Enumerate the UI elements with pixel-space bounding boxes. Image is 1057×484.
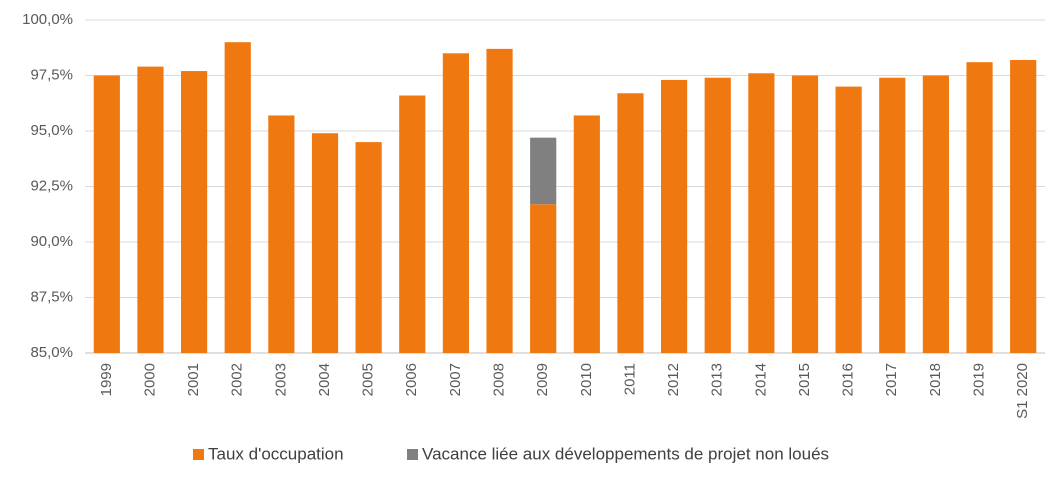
x-tick-label: 2009	[534, 363, 551, 396]
x-tick-label: 1999	[98, 363, 115, 396]
bar	[879, 77, 906, 353]
legend-swatch	[407, 449, 418, 460]
x-tick-label: 2001	[185, 363, 202, 396]
x-tick-label: 2000	[141, 363, 158, 396]
bar	[748, 73, 775, 353]
bar	[311, 133, 339, 353]
x-tick-label: 2015	[796, 363, 813, 396]
x-tick-label: 2004	[316, 363, 333, 396]
x-tick-label: 2007	[447, 363, 464, 396]
x-tick-label: 2012	[665, 363, 682, 396]
bar	[573, 115, 600, 354]
x-tick-label: 2013	[709, 363, 726, 396]
y-tick-label: 97,5%	[30, 66, 73, 83]
y-tick-label: 95,0%	[30, 122, 73, 139]
bar	[966, 62, 993, 354]
bar	[835, 86, 862, 353]
bar	[399, 95, 426, 353]
x-tick-label: S1 2020	[1014, 363, 1031, 419]
x-tick-label: 2003	[272, 363, 289, 396]
x-tick-label: 2011	[621, 363, 638, 395]
legend-label: Taux d'occupation	[208, 444, 344, 463]
bar	[704, 77, 731, 353]
bar	[661, 79, 688, 353]
y-tick-label: 85,0%	[30, 344, 73, 361]
x-tick-label: 2002	[229, 363, 246, 396]
bar	[93, 75, 120, 353]
bar	[442, 53, 469, 354]
bar	[268, 115, 295, 354]
y-tick-label: 92,5%	[30, 177, 73, 194]
x-tick-label: 2010	[578, 363, 595, 396]
bar	[181, 71, 208, 353]
y-tick-label: 87,5%	[30, 288, 73, 305]
bar	[530, 204, 557, 353]
y-tick-label: 90,0%	[30, 233, 73, 250]
x-tick-label: 2014	[752, 363, 769, 396]
x-tick-label: 2005	[360, 363, 377, 396]
x-tick-label: 2006	[403, 363, 420, 396]
bar	[486, 48, 513, 354]
bar	[224, 42, 251, 353]
legend-swatch	[193, 449, 204, 460]
x-tick-label: 2008	[491, 363, 508, 396]
bar	[137, 66, 164, 354]
bar	[530, 137, 557, 205]
x-tick-label: 2016	[840, 363, 857, 396]
bar	[355, 142, 382, 353]
x-tick-label: 2019	[971, 363, 988, 396]
y-tick-label: 100,0%	[22, 11, 73, 28]
bar	[922, 75, 949, 353]
x-tick-label: 2017	[883, 363, 900, 396]
legend-label: Vacance liée aux développements de proje…	[422, 444, 829, 463]
bar	[1010, 59, 1037, 354]
bar	[617, 93, 644, 353]
bar	[791, 75, 819, 353]
x-tick-label: 2018	[927, 363, 944, 396]
